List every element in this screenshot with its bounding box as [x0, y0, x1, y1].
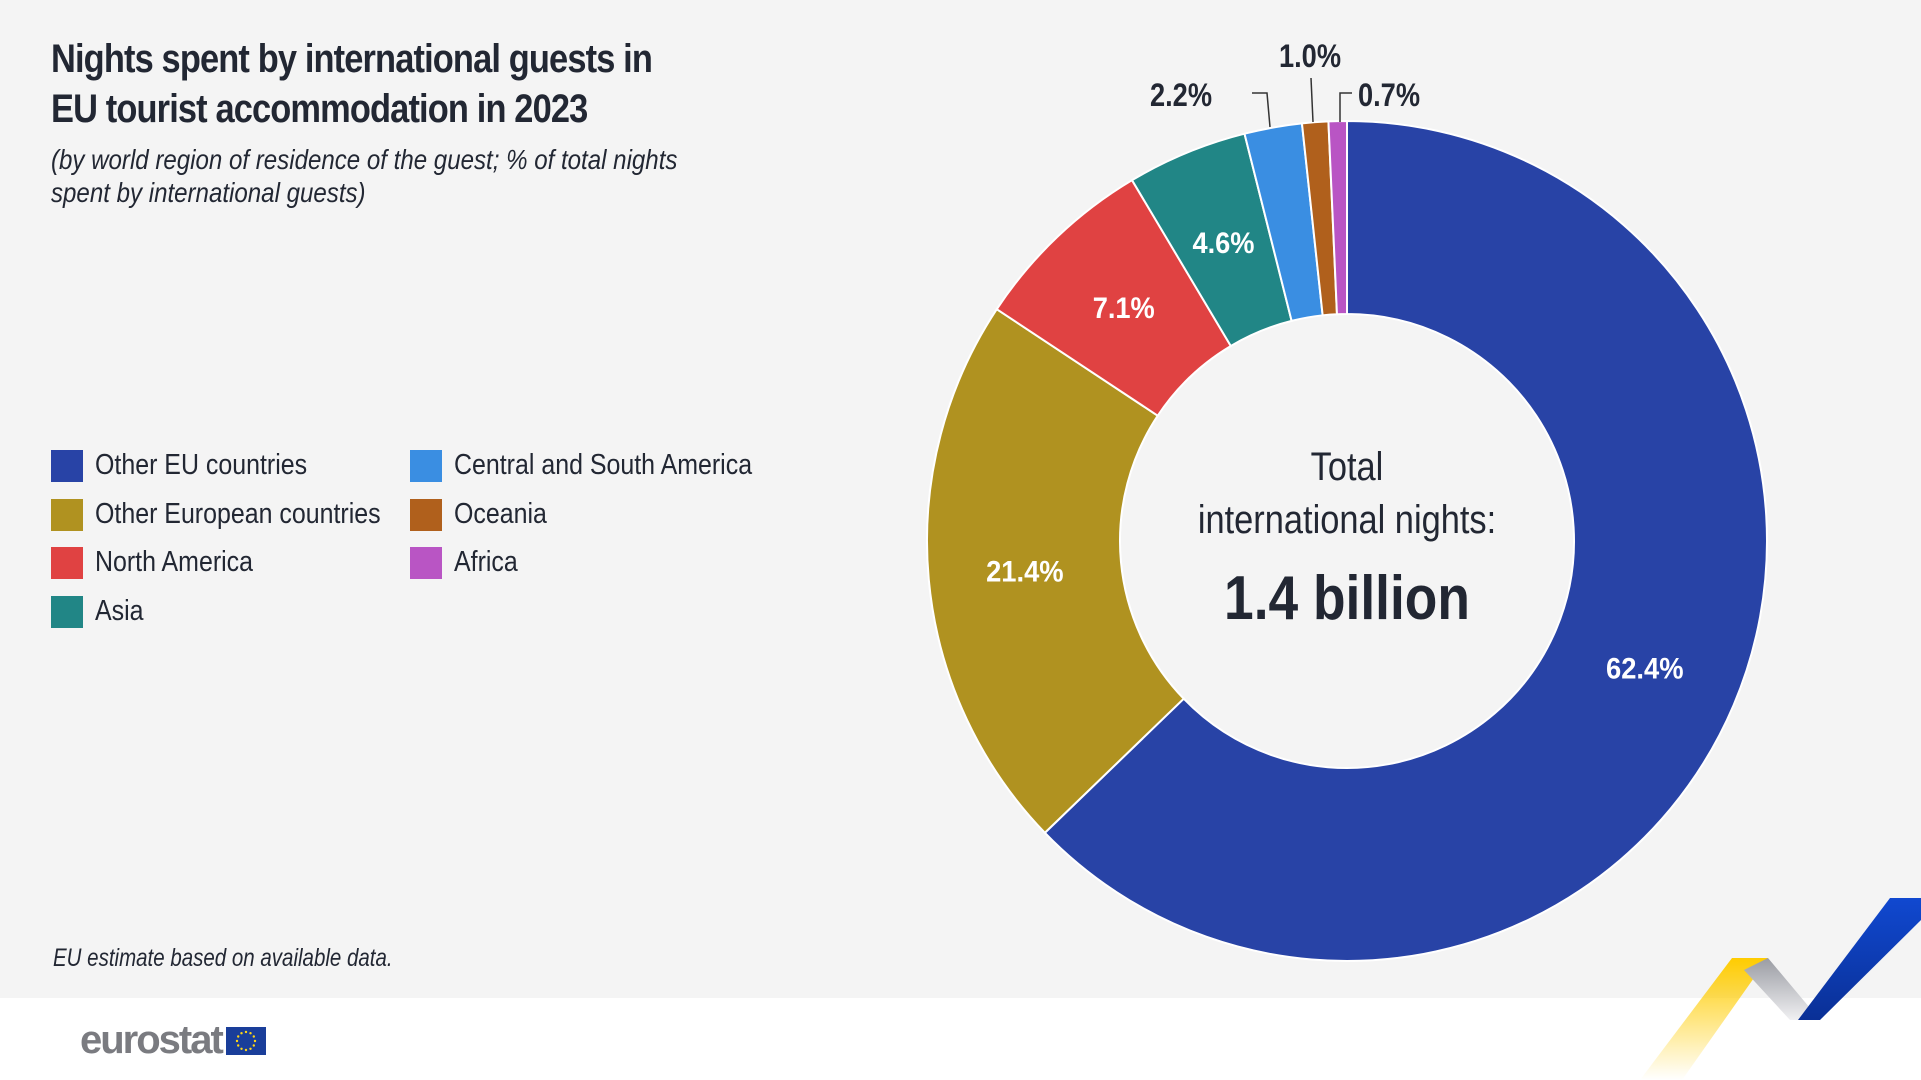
legend-swatch	[410, 449, 442, 482]
eu-flag-icon	[225, 1026, 266, 1055]
center-label-nights: international nights:	[1197, 498, 1497, 542]
legend-label: Other European countries	[95, 498, 381, 530]
legend-item: Africa	[410, 546, 528, 579]
subtitle-line-1: (by world region of residence of the gue…	[51, 144, 678, 175]
legend-item: Asia	[51, 595, 151, 628]
legend-label: Africa	[454, 546, 518, 578]
legend-swatch	[410, 546, 442, 579]
slice-label: 21.4%	[986, 556, 1064, 589]
donut-slice	[926, 307, 1186, 835]
legend-item: Central and South America	[410, 449, 801, 482]
slice-label: 1.0%	[1279, 38, 1341, 74]
legend-label: Other EU countries	[95, 449, 308, 481]
legend-item: Oceania	[410, 498, 562, 531]
donut-slice	[1043, 119, 1769, 962]
slice-label: 4.6%	[1192, 227, 1254, 260]
title-line-1: Nights spent by international guests in	[51, 37, 653, 81]
legend-item: North America	[51, 546, 279, 579]
legend-swatch	[51, 595, 83, 628]
decorative-ribbon-icon	[1640, 898, 1921, 1080]
legend-item: Other EU countries	[51, 449, 342, 482]
slice-label: 0.7%	[1358, 77, 1420, 113]
legend-item: Other European countries	[51, 498, 427, 531]
legend-swatch	[51, 498, 83, 531]
legend-swatch	[51, 546, 83, 579]
legend-label: Oceania	[454, 498, 547, 530]
leader-line	[1252, 92, 1271, 128]
legend-label: North America	[95, 546, 254, 578]
logo-text: eurostat	[80, 1018, 224, 1062]
donut-slice	[1327, 119, 1348, 316]
footer	[0, 998, 1921, 1080]
title-line-2: EU tourist accommodation in 2023	[51, 87, 588, 131]
leader-line	[1339, 92, 1352, 122]
chart-subtitle: (by world region of residence of the gue…	[51, 143, 756, 209]
legend-label: Asia	[95, 595, 144, 627]
footnote: EU estimate based on available data.	[53, 944, 393, 972]
subtitle-line-2: spent by international guests)	[51, 177, 366, 208]
slice-label: 62.4%	[1606, 652, 1684, 685]
center-label-total: Total	[1310, 445, 1384, 489]
eurostat-logo: eurostat	[80, 1018, 266, 1063]
leader-line	[1310, 77, 1314, 123]
slice-label: 7.1%	[1093, 292, 1155, 325]
chart-title: Nights spent by international guests in …	[51, 34, 722, 134]
legend-swatch	[51, 449, 83, 482]
slice-label: 2.2%	[1150, 77, 1212, 113]
center-value: 1.4 billion	[1224, 564, 1470, 633]
legend-label: Central and South America	[454, 449, 753, 481]
legend-swatch	[410, 498, 442, 531]
